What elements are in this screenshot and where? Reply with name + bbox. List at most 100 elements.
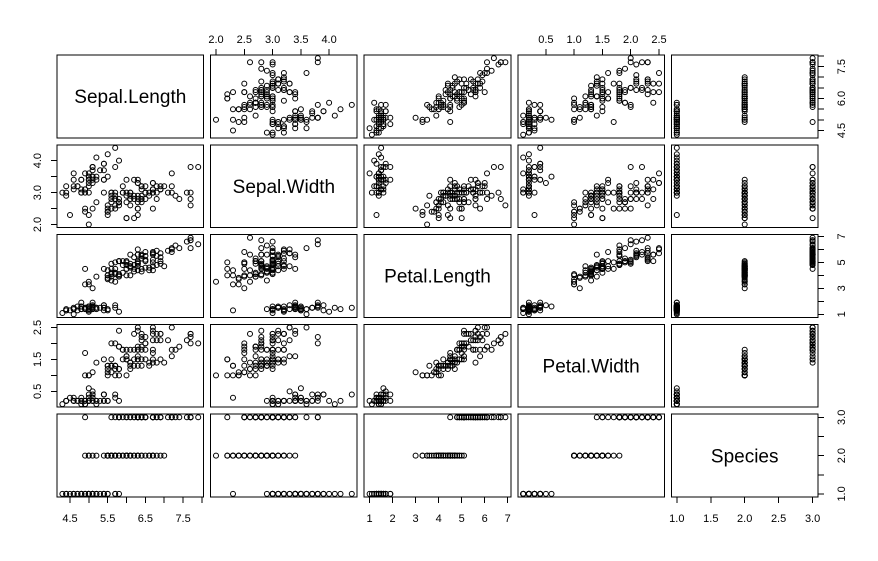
point (331, 112, 338, 119)
point (112, 196, 119, 202)
point (149, 186, 156, 193)
point (153, 414, 160, 421)
point (741, 271, 748, 278)
point (616, 91, 623, 98)
point (70, 397, 77, 404)
point (116, 196, 122, 202)
point (741, 104, 748, 110)
point (153, 359, 160, 366)
point (82, 186, 89, 193)
point (378, 164, 385, 170)
panel-points (520, 144, 662, 228)
point (616, 67, 623, 74)
point (78, 176, 85, 183)
point (537, 160, 544, 167)
point (269, 78, 276, 85)
point (263, 359, 270, 366)
point (97, 167, 104, 174)
point (146, 189, 153, 196)
point (599, 265, 606, 272)
point (484, 65, 490, 72)
point (104, 173, 111, 180)
point (247, 272, 253, 279)
point (78, 186, 85, 193)
point (673, 131, 680, 138)
point (213, 372, 219, 379)
point (263, 82, 270, 89)
point (588, 101, 595, 108)
point (331, 304, 338, 311)
point (123, 346, 130, 353)
point (605, 180, 612, 186)
point (247, 251, 253, 258)
point (149, 205, 156, 212)
point (588, 189, 595, 196)
point (269, 346, 276, 353)
point (531, 125, 538, 132)
point (673, 123, 680, 130)
point (112, 144, 119, 151)
tick-label: 2 (390, 513, 396, 525)
point (269, 84, 276, 91)
point (119, 356, 126, 363)
point (78, 394, 85, 401)
panel-Petal.Length-vs-Sepal.Length (56, 234, 205, 318)
point (82, 170, 89, 177)
point (85, 180, 92, 186)
point (183, 414, 190, 421)
point (809, 346, 816, 353)
axis-top-col4: 0.5 1.0 1.5 2.0 2.5 (538, 34, 667, 55)
point (599, 269, 606, 276)
point (82, 490, 89, 497)
point (112, 192, 119, 199)
point (616, 93, 623, 100)
point (263, 277, 270, 284)
tick-label: 5.5 (100, 513, 115, 525)
point (644, 202, 651, 209)
point (537, 167, 544, 174)
point (85, 170, 92, 177)
point (741, 112, 748, 119)
point (809, 104, 816, 110)
point (525, 110, 532, 117)
point (292, 391, 299, 398)
point (280, 490, 287, 497)
point (741, 186, 748, 193)
point (89, 391, 96, 398)
point (644, 414, 651, 421)
point (127, 196, 134, 202)
point (269, 93, 276, 100)
diag-panel-Petal.Length: Petal.Length (363, 234, 512, 318)
point (187, 234, 194, 241)
point (303, 116, 310, 123)
point (183, 189, 190, 196)
point (286, 324, 293, 331)
point (303, 401, 310, 408)
point (67, 212, 73, 218)
point (134, 353, 141, 360)
point (616, 89, 623, 96)
point (89, 167, 96, 174)
panel-points (213, 414, 355, 497)
point (633, 254, 640, 261)
point (241, 265, 248, 272)
point (412, 369, 419, 376)
point (247, 372, 253, 379)
panel-border (670, 323, 819, 408)
point (633, 80, 640, 87)
point (809, 196, 816, 202)
point (157, 414, 164, 421)
point (576, 285, 583, 292)
point (809, 180, 816, 186)
point (146, 362, 153, 369)
point (616, 452, 623, 459)
point (104, 276, 111, 283)
point (275, 76, 282, 83)
panel-Species-vs-Sepal.Length (56, 413, 205, 498)
point (809, 186, 816, 193)
point (187, 414, 194, 421)
point (639, 414, 645, 421)
point (78, 490, 85, 497)
point (258, 262, 265, 268)
